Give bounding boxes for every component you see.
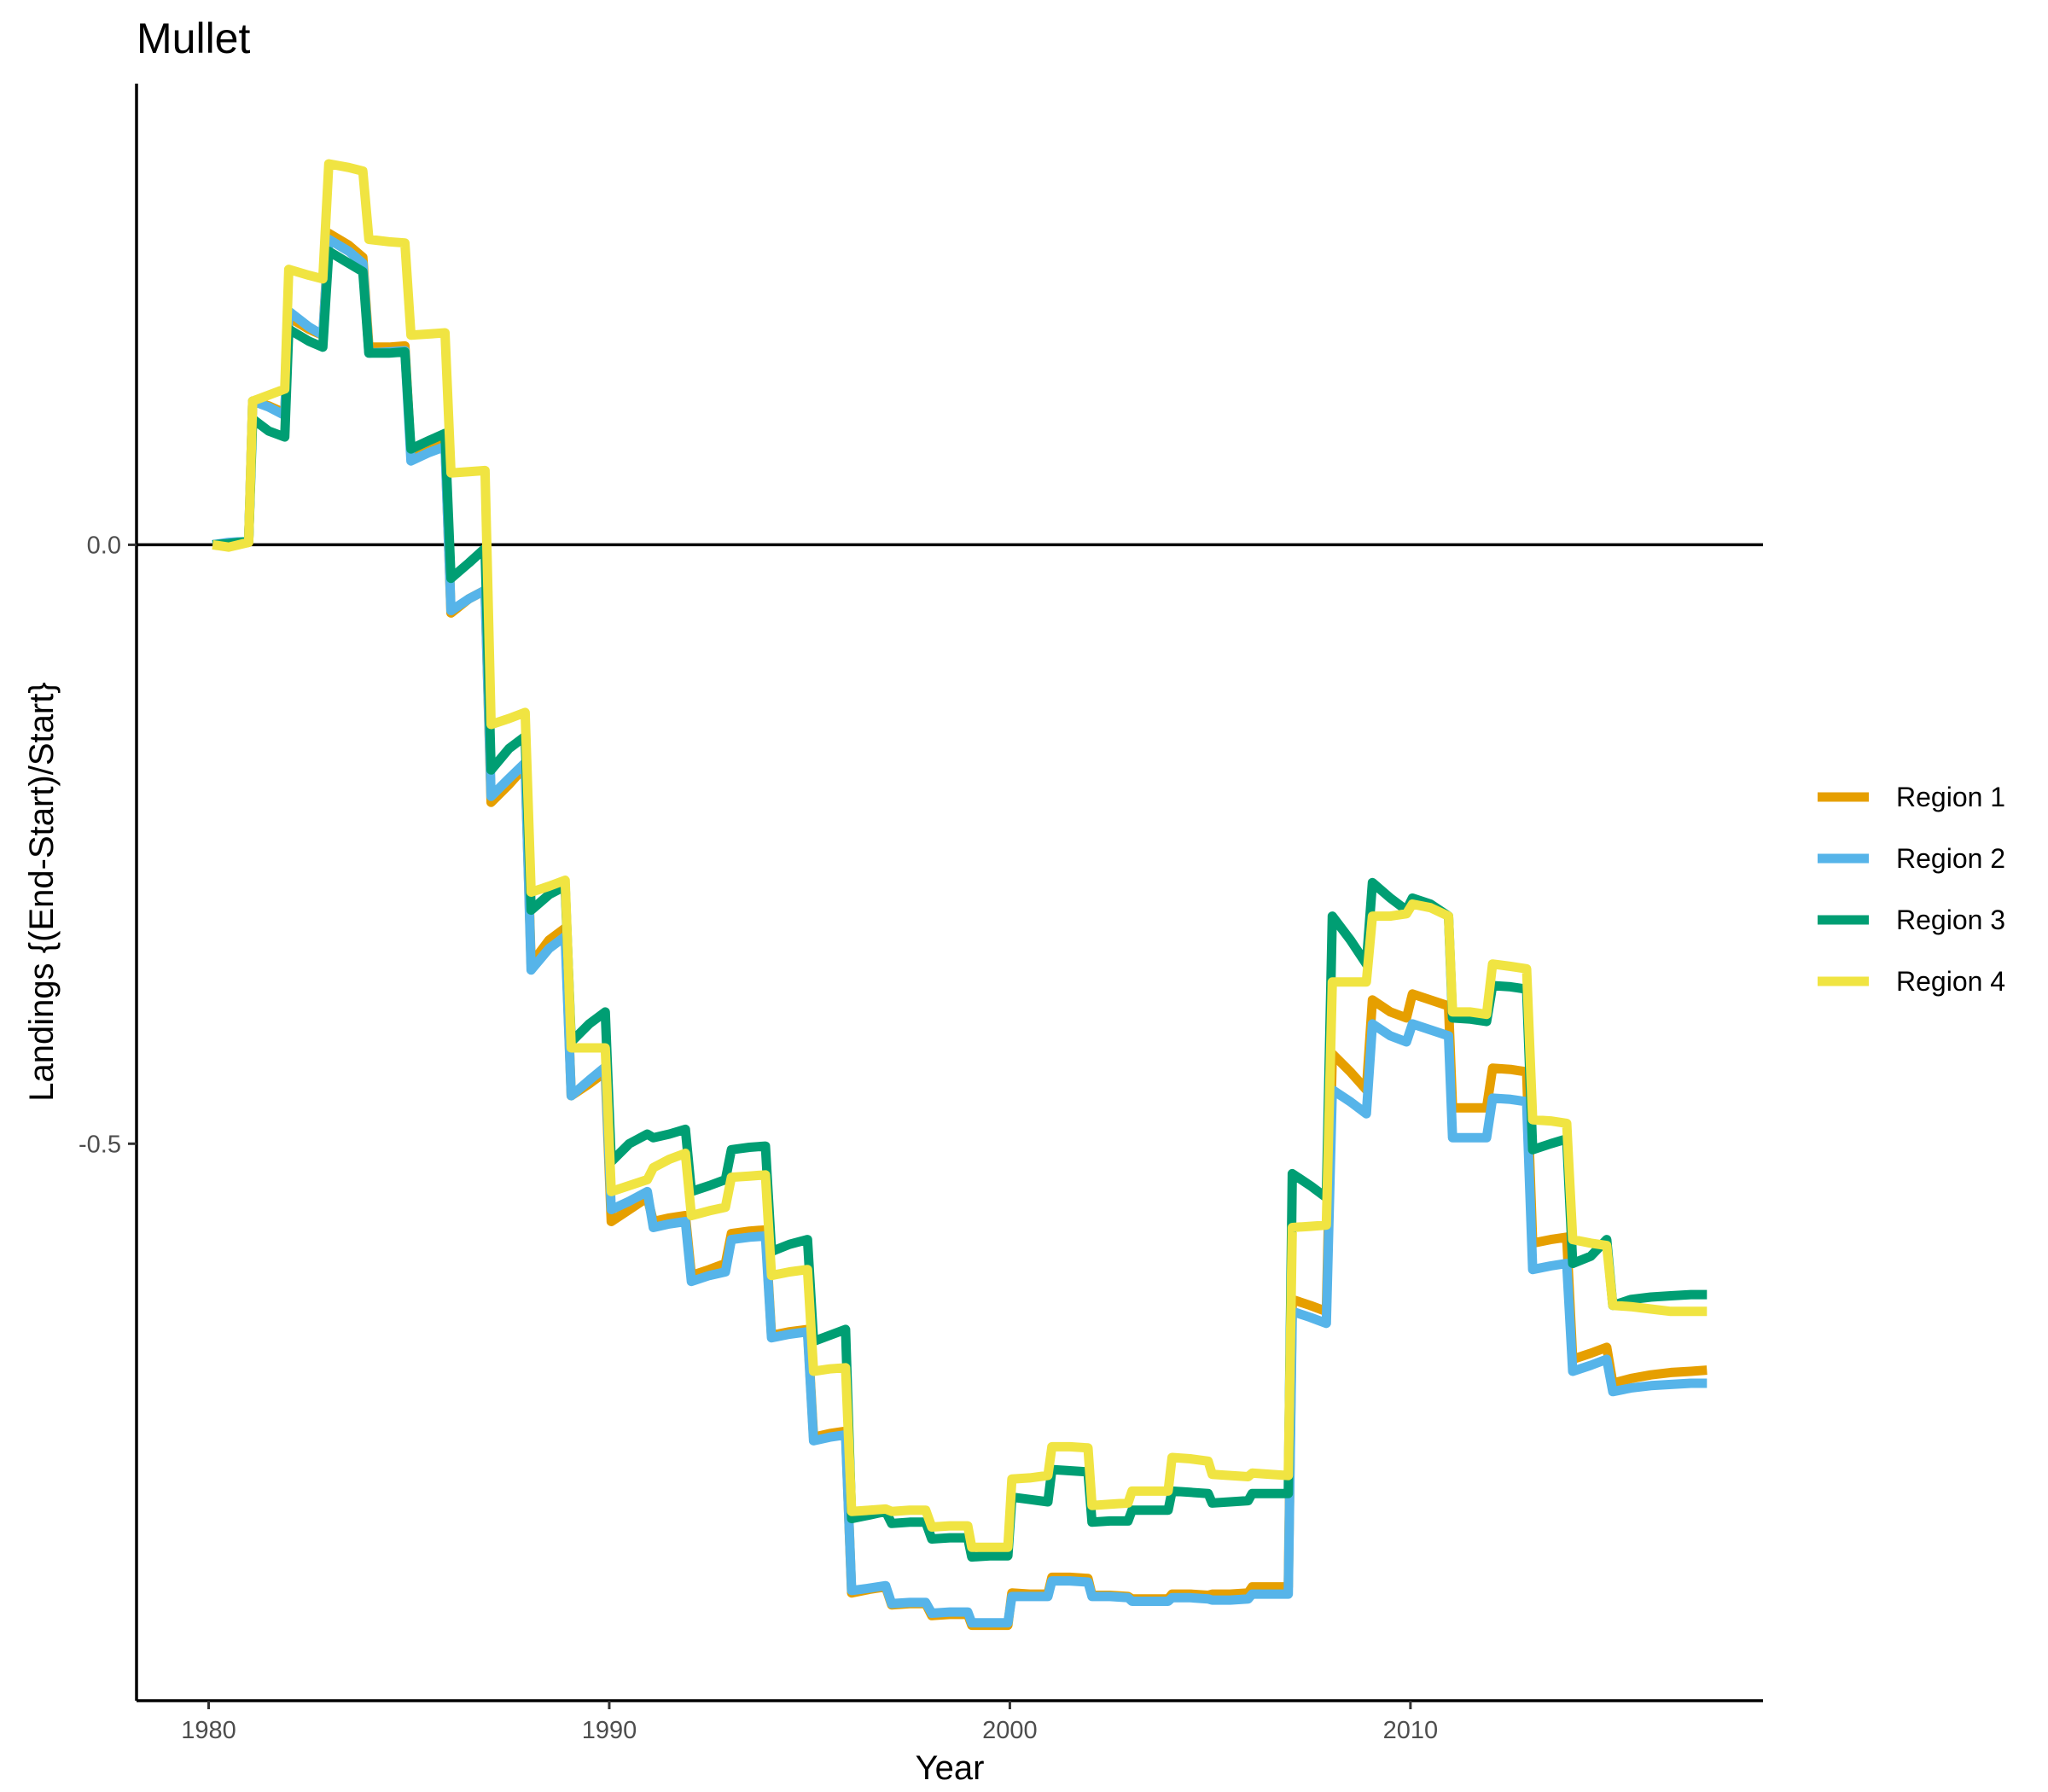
x-tick-label: 1980: [181, 1717, 236, 1744]
x-tick-label: 2000: [982, 1717, 1038, 1744]
legend: Region 1 Region 2 Region 3 Region 4: [1818, 782, 2005, 997]
series-line-4: [212, 159, 1708, 1552]
series-layer: [212, 159, 1708, 1631]
legend-label-4: Region 4: [1896, 966, 2005, 997]
y-ticks: 0.0 -0.5: [79, 532, 137, 1158]
x-tick-label: 1990: [582, 1717, 637, 1744]
x-ticks: 1980 1990 2000 2010: [181, 1701, 1438, 1744]
legend-label-1: Region 1: [1896, 782, 2005, 812]
y-tick-label: -0.5: [79, 1131, 121, 1158]
y-axis-title: Landings {(End-Start)/Start}: [23, 682, 61, 1101]
legend-label-3: Region 3: [1896, 905, 2005, 935]
y-tick-label: 0.0: [87, 532, 121, 559]
legend-label-2: Region 2: [1896, 843, 2005, 874]
x-axis-title: Year: [916, 1749, 985, 1787]
chart-title: Mullet: [137, 15, 250, 62]
series-line-2: [212, 235, 1708, 1628]
x-tick-label: 2010: [1383, 1717, 1439, 1744]
